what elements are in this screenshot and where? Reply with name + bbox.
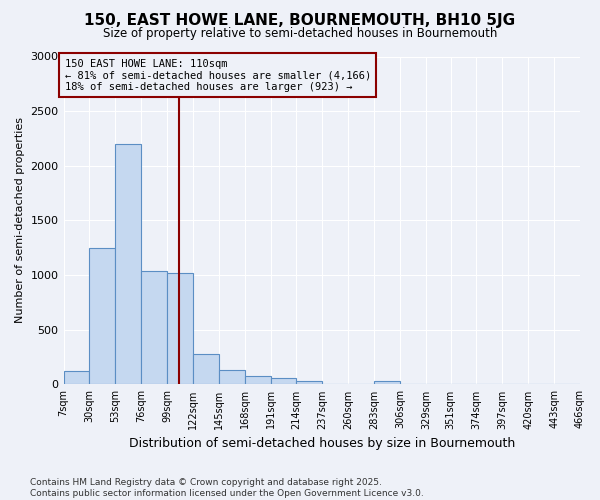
Text: 150 EAST HOWE LANE: 110sqm
← 81% of semi-detached houses are smaller (4,166)
18%: 150 EAST HOWE LANE: 110sqm ← 81% of semi… <box>65 58 371 92</box>
Bar <box>115 144 141 384</box>
Bar <box>245 376 271 384</box>
Bar <box>271 378 296 384</box>
Text: Contains HM Land Registry data © Crown copyright and database right 2025.
Contai: Contains HM Land Registry data © Crown c… <box>30 478 424 498</box>
Text: 150, EAST HOWE LANE, BOURNEMOUTH, BH10 5JG: 150, EAST HOWE LANE, BOURNEMOUTH, BH10 5… <box>85 12 515 28</box>
Text: Size of property relative to semi-detached houses in Bournemouth: Size of property relative to semi-detach… <box>103 28 497 40</box>
Y-axis label: Number of semi-detached properties: Number of semi-detached properties <box>15 118 25 324</box>
Bar <box>193 354 219 384</box>
Bar <box>89 248 115 384</box>
Bar <box>219 370 245 384</box>
X-axis label: Distribution of semi-detached houses by size in Bournemouth: Distribution of semi-detached houses by … <box>128 437 515 450</box>
Bar <box>374 381 400 384</box>
Bar <box>141 270 167 384</box>
Bar <box>167 273 193 384</box>
Bar <box>64 372 89 384</box>
Bar <box>296 381 322 384</box>
